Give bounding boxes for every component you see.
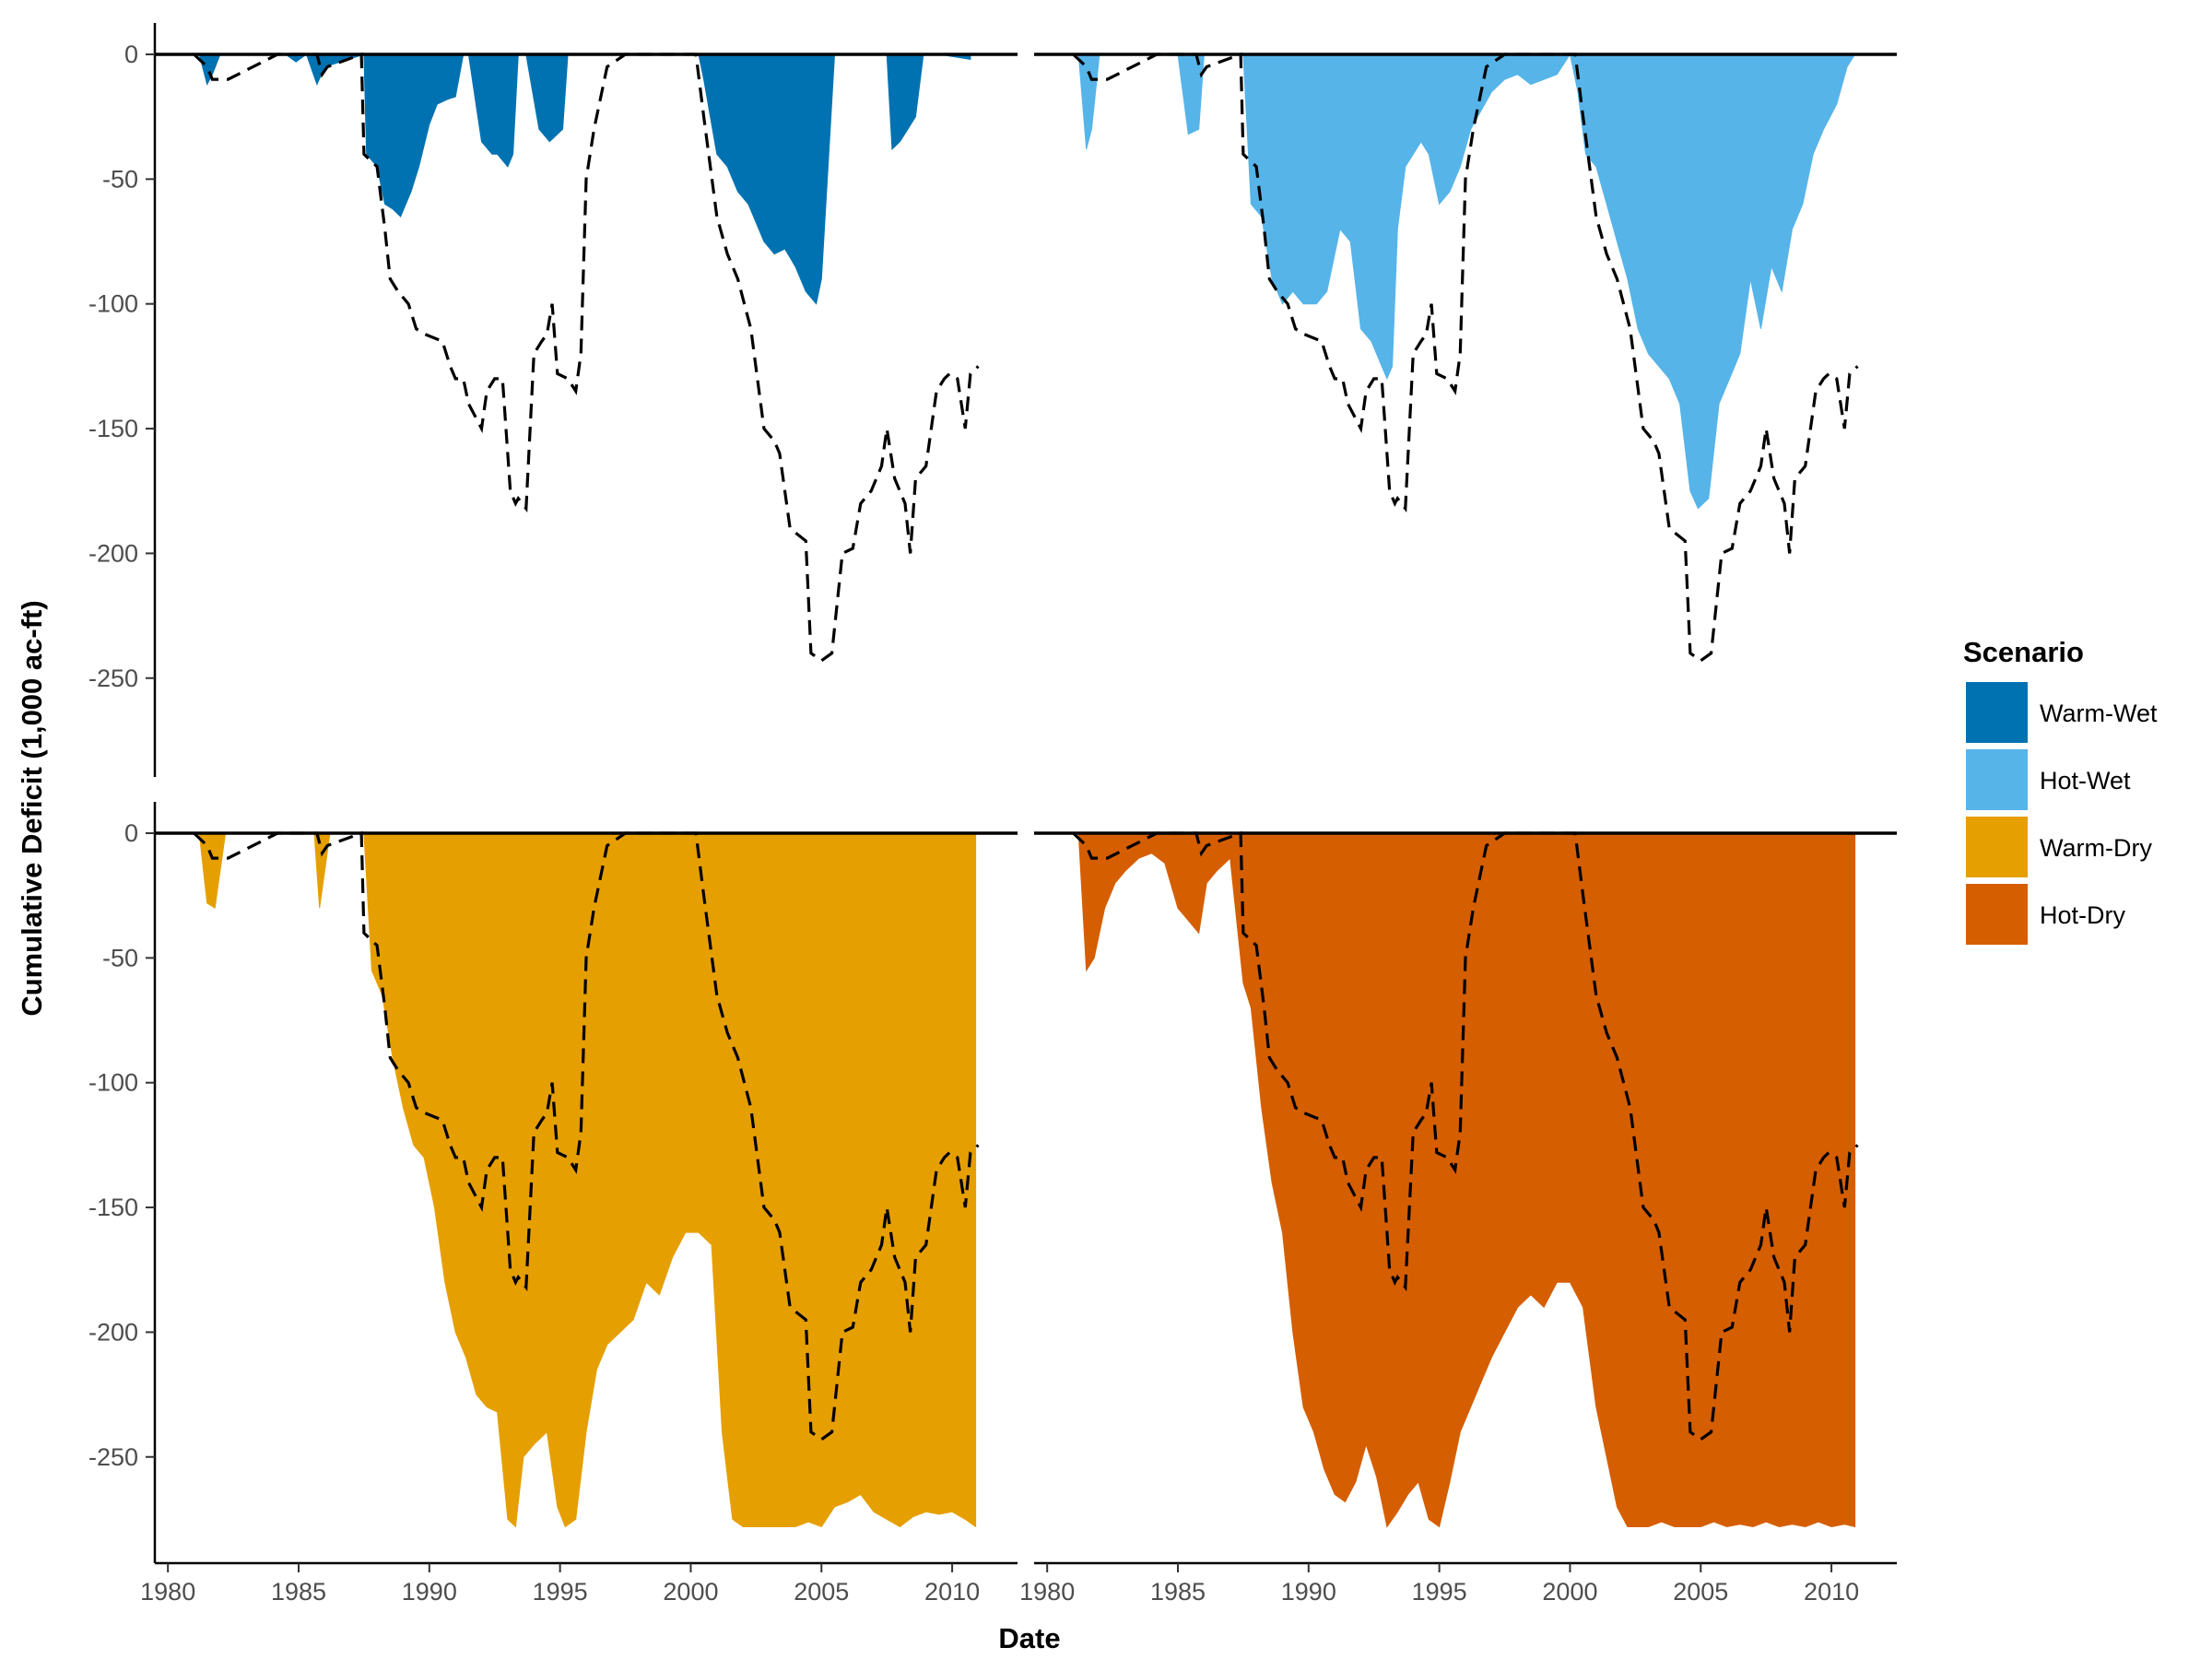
deficit-area-warm-dry	[198, 832, 977, 1528]
x-tick-label: 2005	[794, 1578, 849, 1606]
y-tick-label: -150	[88, 1194, 138, 1221]
deficit-area-hot-wet	[1077, 53, 1856, 510]
y-tick-label: -100	[88, 290, 138, 318]
baseline-series	[1072, 52, 1859, 663]
x-axis-title: Date	[998, 1622, 1060, 1654]
x-tick-label: 2010	[924, 1578, 980, 1606]
legend: Scenario Warm-Wet Hot-Wet Warm-Dry Hot-Dry	[1963, 636, 2158, 945]
x-tick-label: 1995	[533, 1578, 588, 1606]
y-tick-label: -50	[102, 944, 138, 971]
panel-hot-wet	[1034, 52, 1897, 663]
legend-title: Scenario	[1963, 636, 2084, 668]
x-tick-label: 2005	[1673, 1578, 1728, 1606]
y-tick-label: -200	[88, 1318, 138, 1346]
y-tick-label: 0	[124, 41, 138, 68]
baseline-series	[1072, 830, 1859, 1441]
panel-warm-wet: 0 -50 -100 -150 -200 -250	[88, 23, 1018, 777]
deficit-area-hot-dry	[1077, 832, 1856, 1528]
x-tick-label: 2000	[1542, 1578, 1597, 1606]
y-tick-label: -150	[88, 415, 138, 442]
legend-swatch	[1966, 682, 2028, 743]
baseline-series	[193, 830, 980, 1441]
x-tick-label: 1980	[1019, 1578, 1075, 1606]
x-tick-label: 1990	[1281, 1578, 1336, 1606]
legend-swatch	[1966, 817, 2028, 877]
legend-label: Warm-Wet	[2040, 700, 2158, 727]
y-tick-label: 0	[124, 819, 138, 847]
y-axis-title: Cumulative Deficit (1,000 ac-ft)	[16, 600, 48, 1016]
x-tick-label: 1985	[1150, 1578, 1206, 1606]
x-tick-label: 1990	[402, 1578, 457, 1606]
y-tick-label: -200	[88, 539, 138, 567]
x-tick-label: 1995	[1412, 1578, 1467, 1606]
x-tick-label: 1980	[140, 1578, 195, 1606]
x-tick-label: 2000	[663, 1578, 718, 1606]
y-tick-label: -100	[88, 1069, 138, 1097]
legend-label: Hot-Wet	[2040, 767, 2131, 794]
legend-swatch	[1966, 884, 2028, 945]
panel-hot-dry: 1980 1985 1990 1995 2000 2005 2010	[1019, 830, 1897, 1606]
baseline-series	[193, 52, 980, 663]
x-tick-label: 2010	[1804, 1578, 1859, 1606]
chart-panels: 0 -50 -100 -150 -200 -250 0 -50 -100 -150 -200 -250…	[88, 23, 1897, 1606]
panel-warm-dry: 0 -50 -100 -150 -200 -250 1980 1985 1990 1995 2000…	[88, 802, 1018, 1606]
y-tick-label: -50	[102, 165, 138, 193]
x-tick-label: 1985	[271, 1578, 326, 1606]
legend-label: Hot-Dry	[2040, 901, 2125, 929]
legend-swatch	[1966, 749, 2028, 810]
y-tick-label: -250	[88, 665, 138, 692]
y-tick-label: -250	[88, 1443, 138, 1471]
legend-label: Warm-Dry	[2040, 834, 2152, 862]
